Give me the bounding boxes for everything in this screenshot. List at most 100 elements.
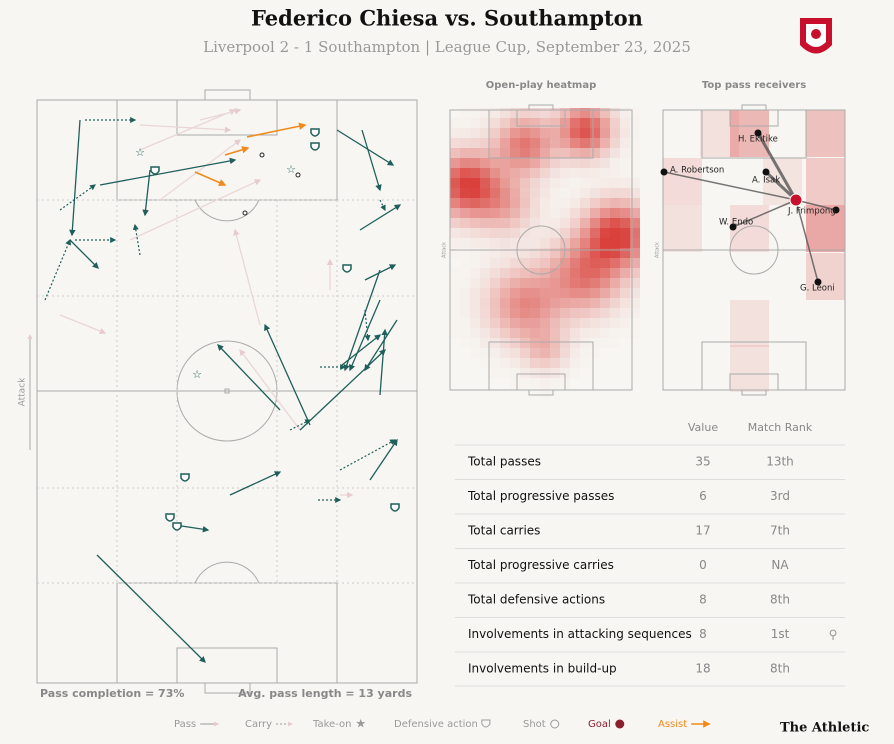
heat-cell xyxy=(600,298,610,308)
heat-cell xyxy=(450,348,460,358)
row-label: Total defensive actions xyxy=(467,593,605,607)
receiver-name: W. Endo xyxy=(719,218,753,228)
heat-cell xyxy=(580,118,590,128)
heat-cell xyxy=(500,318,510,328)
heat-cell xyxy=(600,238,610,248)
pass-completion: Pass completion = 73% xyxy=(40,687,184,700)
heat-cell xyxy=(510,158,520,168)
heat-cell xyxy=(560,288,570,298)
heat-cell xyxy=(460,358,470,368)
heat-cell xyxy=(610,338,620,348)
heat-cell xyxy=(520,138,530,148)
heat-cell xyxy=(500,128,510,138)
heat-cell xyxy=(570,108,580,118)
heat-cell xyxy=(560,218,570,228)
heat-cell xyxy=(610,148,620,158)
heat-cell xyxy=(500,198,510,208)
receiver xyxy=(762,168,770,176)
receiver-zone xyxy=(663,158,702,205)
heat-cell xyxy=(630,258,640,268)
legend-label: Carry xyxy=(245,719,272,730)
heat-cell xyxy=(460,328,470,338)
receivers-title: Top pass receivers xyxy=(702,80,806,91)
heat-cell xyxy=(590,198,600,208)
receiver-zone xyxy=(663,205,702,252)
receiver xyxy=(729,223,737,231)
heat-cell xyxy=(570,288,580,298)
heat-cell xyxy=(460,148,470,158)
heat-cell xyxy=(570,168,580,178)
heat-cell xyxy=(580,148,590,158)
heat-cell xyxy=(480,248,490,258)
heat-cell xyxy=(590,218,600,228)
pass xyxy=(379,328,388,396)
heat-cell xyxy=(490,238,500,248)
heat-cell xyxy=(610,198,620,208)
heat-cell xyxy=(490,118,500,128)
heat-cell xyxy=(530,378,540,388)
heat-cell xyxy=(550,228,560,238)
heat-cell xyxy=(560,308,570,318)
heat-cell xyxy=(470,288,480,298)
heat-cell xyxy=(460,188,470,198)
heat-cell xyxy=(500,278,510,288)
heat-cell xyxy=(550,288,560,298)
heat-cell xyxy=(550,148,560,158)
heat-cell xyxy=(460,318,470,328)
heat-cell xyxy=(510,218,520,228)
heat-cell xyxy=(560,168,570,178)
row-value: 8 xyxy=(699,593,707,607)
heat-cell xyxy=(630,198,640,208)
heat-cell xyxy=(550,318,560,328)
heat-cell xyxy=(470,308,480,318)
row-value: 35 xyxy=(695,455,710,469)
heat-cell xyxy=(540,368,550,378)
heat-cell xyxy=(570,248,580,258)
take-on: ☆ xyxy=(192,368,202,381)
heat-cell xyxy=(500,238,510,248)
heat-cell xyxy=(530,178,540,188)
heat-cell xyxy=(610,108,620,118)
heat-cell xyxy=(480,178,490,188)
heat-cell xyxy=(600,288,610,298)
heat-cell xyxy=(480,238,490,248)
heat-cell xyxy=(460,158,470,168)
heat-cell xyxy=(520,218,530,228)
heat-cell xyxy=(480,338,490,348)
heat-cell xyxy=(540,148,550,158)
heat-cell xyxy=(520,268,530,278)
heat-cell xyxy=(470,188,480,198)
defensive-action xyxy=(150,166,160,175)
heat-cell xyxy=(580,338,590,348)
heat-cell xyxy=(560,278,570,288)
heat-cell xyxy=(580,348,590,358)
heat-cell xyxy=(600,258,610,268)
pass xyxy=(364,264,397,281)
heat-cell xyxy=(590,118,600,128)
heat-cell xyxy=(550,238,560,248)
defensive-action xyxy=(172,522,182,531)
heat-cell xyxy=(550,188,560,198)
heat-cell xyxy=(620,198,630,208)
row-rank: 8th xyxy=(770,593,790,607)
heat-cell xyxy=(490,148,500,158)
carry xyxy=(59,184,96,211)
heat-cell xyxy=(540,318,550,328)
heat-cell xyxy=(550,378,560,388)
heat-cell xyxy=(530,258,540,268)
heat-cell xyxy=(520,148,530,158)
legend-shot xyxy=(550,719,560,729)
heat-cell xyxy=(560,368,570,378)
heat-cell xyxy=(540,168,550,178)
heat-cell xyxy=(570,208,580,218)
heat-cell xyxy=(610,278,620,288)
heat-cell xyxy=(450,178,460,188)
heat-cell xyxy=(630,228,640,238)
heat-cell xyxy=(480,148,490,158)
heat-cell xyxy=(580,308,590,318)
heat-cell xyxy=(500,218,510,228)
heat-cell xyxy=(550,368,560,378)
heat-cell xyxy=(450,258,460,268)
heat-cell xyxy=(490,358,500,368)
heat-cell xyxy=(450,158,460,168)
